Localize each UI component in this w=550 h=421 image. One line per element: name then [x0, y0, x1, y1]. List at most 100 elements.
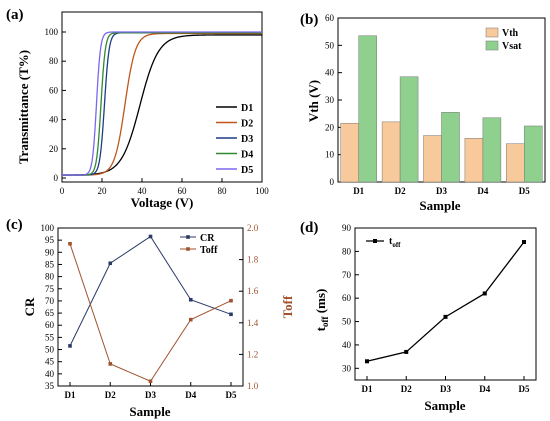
panel-b-bar-vsat: [399, 76, 419, 183]
panel-b-bar-vth: [381, 121, 401, 183]
panel-c-point-toff: [229, 298, 233, 303]
panel-a-ytick-label: 80: [49, 56, 59, 66]
panel-c-ytick-right-label: 2.0: [247, 223, 259, 233]
panel-b-ylabel: Vth (V): [306, 80, 321, 122]
panel-c-legend-label-toff: Toff: [200, 245, 218, 256]
panel-a-xtick-label: 80: [218, 186, 228, 196]
panel-d-point-toff: [482, 291, 487, 296]
panel-a-xtick-label: 20: [98, 186, 108, 196]
panel-c-ytick-label: 45: [45, 357, 55, 367]
panel-d-ytick-label: 90: [342, 223, 352, 233]
panel-b-legend-swatch-vth: [485, 27, 499, 38]
panel-a-ytick-label: 60: [49, 85, 59, 95]
panel-b-bar-vsat: [441, 112, 460, 183]
panel-b-legend-label-vth: Vth: [502, 28, 519, 39]
panel-c-ytick-right-label: 1.8: [247, 255, 259, 265]
panel-d-line-toff: [366, 241, 525, 362]
panel-c-xtick-label: D4: [185, 390, 196, 400]
panel-c-point-toff: [148, 379, 153, 384]
panel-c-legend-marker-toff: [186, 247, 190, 251]
panel-d-ytick-label: 50: [342, 317, 352, 327]
panel-c-ytick-right-label: 1.2: [247, 349, 258, 359]
panel-a-legend-label-d1: D1: [241, 103, 253, 114]
panel-b-xtick-label: D3: [436, 186, 447, 196]
panel-c-ytick-label: 35: [45, 381, 55, 391]
panel-b-bar-vth: [506, 143, 525, 183]
panel-c-legend-marker-cr: [186, 235, 190, 239]
panel-c-point-cr: [229, 312, 233, 317]
panel-a-xlabel: Voltage (V): [131, 195, 194, 210]
panel-a-ytick-label: 40: [49, 115, 59, 125]
panel-c-point-cr: [68, 344, 72, 348]
panel-d-ytick-label: 40: [342, 340, 352, 350]
panel-c-letter: (c): [6, 217, 23, 233]
panel-c-xtick-label: D2: [105, 390, 116, 400]
panel-c-ytick-label: 50: [45, 345, 55, 355]
panel-c-ytick-right-label: 1.4: [247, 318, 259, 328]
panel-c-line-toff: [69, 243, 232, 382]
panel-d-ytick-label: 30: [342, 363, 352, 373]
panel-d-xlabel: Sample: [424, 398, 465, 413]
panel-d-ytick-label: 80: [342, 246, 352, 256]
panel-b-letter: (b): [300, 12, 318, 28]
panel-a-xtick-label: 40: [138, 186, 148, 196]
panel-a-xtick-label: 0: [60, 186, 65, 196]
panel-b-xlabel: Sample: [419, 198, 460, 213]
panel-b-ytick-label: 0: [330, 177, 335, 187]
panel-c-xtick-label: D1: [65, 390, 76, 400]
panel-d-xtick-label: D3: [440, 384, 451, 394]
panel-b-legend-swatch-vsat: [485, 40, 499, 51]
panel-d-point-toff: [522, 240, 526, 245]
panel-a-curve-d4: [62, 32, 262, 176]
panel-d-point-toff: [365, 359, 369, 364]
panel-c-xtick-label: D3: [145, 390, 156, 400]
panel-a-curve-d2: [62, 32, 262, 176]
panel-c-ytick-label: 85: [45, 259, 55, 269]
panel-a-ytick-label: 100: [45, 27, 59, 37]
panel-c-ytick-label: 100: [41, 223, 55, 233]
panel-c-ytick-label: 70: [45, 296, 55, 306]
panel-d-letter: (d): [300, 220, 318, 236]
panel-a-curve-d5: [62, 31, 262, 176]
panel-c-ytick-label: 90: [45, 247, 55, 257]
panel-c-xtick-label: D5: [226, 390, 237, 400]
panel-c-ytick-label: 40: [45, 369, 55, 379]
panel-b-ytick-label: 30: [325, 95, 335, 105]
panel-b-ytick-label: 50: [325, 40, 335, 50]
panel-c-legend-label-cr: CR: [200, 233, 215, 244]
panel-a-ytick-label: 0: [54, 173, 59, 183]
panel-c-ytick-right-label: 1.0: [247, 381, 259, 391]
panel-c-point-cr: [108, 261, 113, 266]
panel-c-ytick-label: 95: [45, 235, 55, 245]
panel-b-bar-vsat: [524, 125, 543, 183]
panel-c-point-cr: [188, 297, 193, 302]
panel-a-legend-label-d5: D5: [241, 165, 253, 176]
panel-b-bar-vsat: [358, 35, 377, 183]
panel-c-point-toff: [188, 317, 193, 322]
panel-c-ylabel: CR: [22, 297, 37, 316]
panel-d-point-toff: [443, 314, 448, 319]
panel-b-bar-vth: [340, 122, 359, 183]
panel-b-ytick-label: 10: [325, 150, 335, 160]
panel-c-ytick-label: 60: [45, 320, 55, 330]
panel-d-xtick-label: D2: [401, 384, 412, 394]
panel-a-letter: (a): [6, 7, 24, 23]
panel-c-ytick-label: 75: [45, 284, 55, 294]
panel-d-xtick-label: D1: [362, 384, 373, 394]
panel-a-legend-label-d2: D2: [241, 119, 253, 130]
panel-d-ytick-label: 60: [342, 293, 352, 303]
panel-b-xtick-label: D2: [395, 186, 406, 196]
panel-a-legend-label-d3: D3: [241, 134, 253, 145]
panel-b-xtick-label: D5: [519, 186, 530, 196]
panel-a-xtick-label: 100: [255, 186, 269, 196]
panel-b-ytick-label: 60: [325, 13, 335, 23]
panel-a-ylabel: Transmittance (T%): [16, 50, 31, 164]
panel-a-legend-label-d4: D4: [241, 150, 253, 161]
panel-b-legend-label-vsat: Vsat: [502, 41, 522, 52]
panel-c-ytick-label: 55: [45, 332, 55, 342]
panel-c-point-cr: [148, 234, 153, 239]
panel-d-legend-label: toff: [389, 236, 401, 249]
panel-d-point-toff: [404, 349, 409, 354]
panel-b-xtick-label: D4: [477, 186, 488, 196]
